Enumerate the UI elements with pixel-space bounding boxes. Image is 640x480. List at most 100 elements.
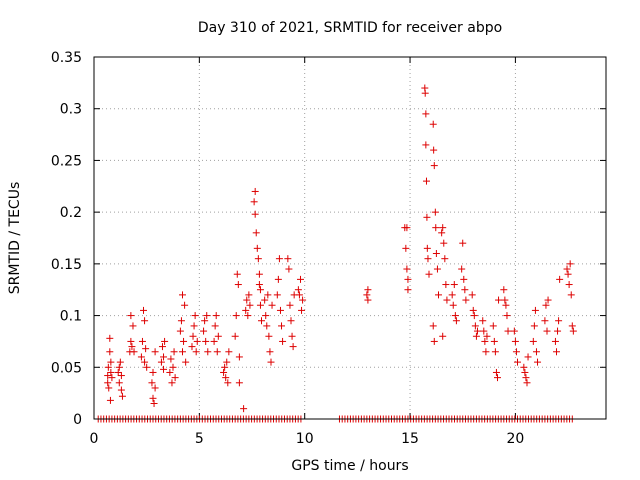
data-point <box>493 374 501 382</box>
data-point <box>555 317 563 325</box>
data-point <box>502 301 510 309</box>
data-series <box>94 84 577 423</box>
data-point <box>106 396 114 404</box>
data-point <box>294 286 302 294</box>
data-point <box>483 332 491 340</box>
data-point <box>441 255 449 263</box>
data-point <box>192 348 200 356</box>
data-point <box>429 120 437 128</box>
data-point <box>285 265 293 273</box>
data-point <box>180 337 188 345</box>
data-point <box>178 291 186 299</box>
data-point <box>531 306 539 314</box>
data-point <box>128 343 136 351</box>
data-point <box>440 239 448 247</box>
data-point <box>106 348 114 356</box>
data-point <box>425 270 433 278</box>
data-point <box>104 379 112 387</box>
data-point <box>106 334 114 342</box>
data-point <box>256 286 264 294</box>
data-point <box>542 301 550 309</box>
grid-lines <box>94 57 606 419</box>
data-point <box>224 379 232 387</box>
data-point <box>107 358 115 366</box>
data-point <box>543 327 551 335</box>
data-point <box>530 322 538 330</box>
data-point <box>233 270 241 278</box>
data-point <box>479 317 487 325</box>
data-point <box>160 353 168 361</box>
data-point <box>201 317 209 325</box>
data-point <box>221 363 229 371</box>
data-point <box>470 312 478 320</box>
data-point <box>501 296 509 304</box>
data-point <box>472 332 480 340</box>
data-point <box>104 372 112 380</box>
x-tick-label: 20 <box>506 431 524 447</box>
data-point <box>151 348 159 356</box>
data-point <box>495 296 503 304</box>
x-tick-label: 10 <box>296 431 314 447</box>
data-point <box>253 244 261 252</box>
y-tick-label: 0.2 <box>60 205 82 221</box>
data-point <box>251 210 259 218</box>
data-point <box>452 317 460 325</box>
data-point <box>443 296 451 304</box>
data-point <box>264 291 272 299</box>
data-point <box>500 286 508 294</box>
data-point <box>141 358 149 366</box>
data-point <box>284 255 292 263</box>
data-point <box>255 270 263 278</box>
data-point <box>450 281 458 289</box>
data-point <box>551 337 559 345</box>
data-point <box>276 306 284 314</box>
data-point <box>434 291 442 299</box>
data-point <box>245 291 253 299</box>
data-point <box>168 379 176 387</box>
data-point <box>458 265 466 273</box>
data-point <box>566 260 574 268</box>
data-point <box>232 312 240 320</box>
data-point <box>107 368 115 376</box>
data-point <box>211 322 219 330</box>
data-point <box>524 353 532 361</box>
data-point <box>150 399 158 407</box>
data-point <box>554 327 562 335</box>
data-point <box>468 291 476 299</box>
data-point <box>116 358 124 366</box>
data-point <box>432 224 440 232</box>
data-point <box>491 348 499 356</box>
data-point <box>431 208 439 216</box>
data-point <box>503 312 511 320</box>
data-point <box>430 337 438 345</box>
data-point <box>127 312 135 320</box>
data-point <box>404 286 412 294</box>
data-point <box>433 265 441 273</box>
data-point <box>403 224 411 232</box>
data-point <box>532 348 540 356</box>
data-point <box>403 265 411 273</box>
data-point <box>166 368 174 376</box>
data-point <box>564 270 572 278</box>
data-point <box>541 317 549 325</box>
data-point <box>148 379 156 387</box>
data-point <box>442 281 450 289</box>
data-point <box>402 244 410 252</box>
data-point <box>130 348 138 356</box>
data-point <box>481 337 489 345</box>
data-point <box>108 374 116 382</box>
data-point <box>563 265 571 273</box>
data-point <box>568 322 576 330</box>
data-point <box>512 348 520 356</box>
data-point <box>200 327 208 335</box>
data-point <box>252 229 260 237</box>
data-point <box>273 291 281 299</box>
data-point <box>523 379 531 387</box>
data-point <box>471 322 479 330</box>
data-point <box>140 306 148 314</box>
y-tick-label: 0.35 <box>51 50 82 66</box>
data-point <box>448 291 456 299</box>
y-tick-label: 0.25 <box>51 153 82 169</box>
data-point <box>438 229 446 237</box>
